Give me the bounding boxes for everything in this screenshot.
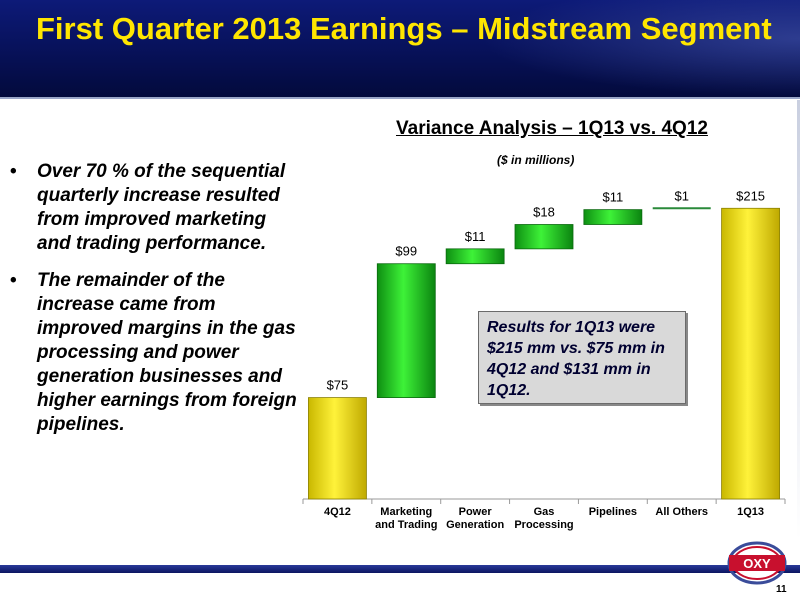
- chart-subtitle: ($ in millions): [497, 153, 575, 167]
- data-label: $18: [533, 205, 555, 220]
- waterfall-bar: [308, 397, 367, 500]
- footer-rule: [0, 565, 800, 573]
- x-tick-label: Pipelines: [589, 506, 637, 518]
- x-tick-label: 1Q13: [737, 506, 764, 518]
- page-number: 11: [776, 584, 787, 595]
- x-tick-label: All Others: [655, 506, 708, 518]
- x-tick-label: Generation: [446, 519, 504, 531]
- bullet-item: • The remainder of the increase came fro…: [10, 269, 300, 437]
- x-tick-label: Power: [459, 506, 493, 518]
- waterfall-bar: [583, 209, 643, 225]
- waterfall-bar: [514, 224, 574, 250]
- bullet-dot-icon: •: [10, 270, 17, 291]
- chart-title: Variance Analysis – 1Q13 vs. 4Q12: [396, 118, 708, 139]
- data-label: $11: [465, 229, 486, 244]
- bullet-item: • Over 70 % of the sequential quarterly …: [10, 160, 300, 256]
- data-label: $99: [395, 244, 417, 259]
- oxy-logo: OXY: [727, 541, 787, 585]
- data-label: $75: [327, 378, 349, 393]
- x-tick-label: Processing: [514, 519, 573, 531]
- bullet-list: • Over 70 % of the sequential quarterly …: [10, 160, 300, 450]
- data-label: $1: [674, 188, 688, 203]
- logo-text: OXY: [743, 556, 771, 571]
- x-tick-label: and Trading: [375, 519, 437, 531]
- bullet-dot-icon: •: [10, 161, 17, 182]
- x-tick-label: Gas: [534, 506, 555, 518]
- bullet-text: The remainder of the increase came from …: [37, 270, 297, 435]
- waterfall-bar: [721, 207, 780, 500]
- results-callout: Results for 1Q13 were $215 mm vs. $75 mm…: [478, 311, 686, 404]
- page-title: First Quarter 2013 Earnings – Midstream …: [36, 11, 772, 46]
- waterfall-bar: [376, 263, 436, 398]
- waterfall-bar: [445, 248, 505, 265]
- data-label: $11: [602, 190, 623, 205]
- x-tick-label: 4Q12: [324, 506, 351, 518]
- data-label: $215: [736, 188, 765, 203]
- right-edge-decoration: [797, 100, 800, 540]
- bullet-text: Over 70 % of the sequential quarterly in…: [37, 161, 286, 254]
- header-banner: First Quarter 2013 Earnings – Midstream …: [0, 0, 800, 99]
- x-tick-label: Marketing: [380, 506, 432, 518]
